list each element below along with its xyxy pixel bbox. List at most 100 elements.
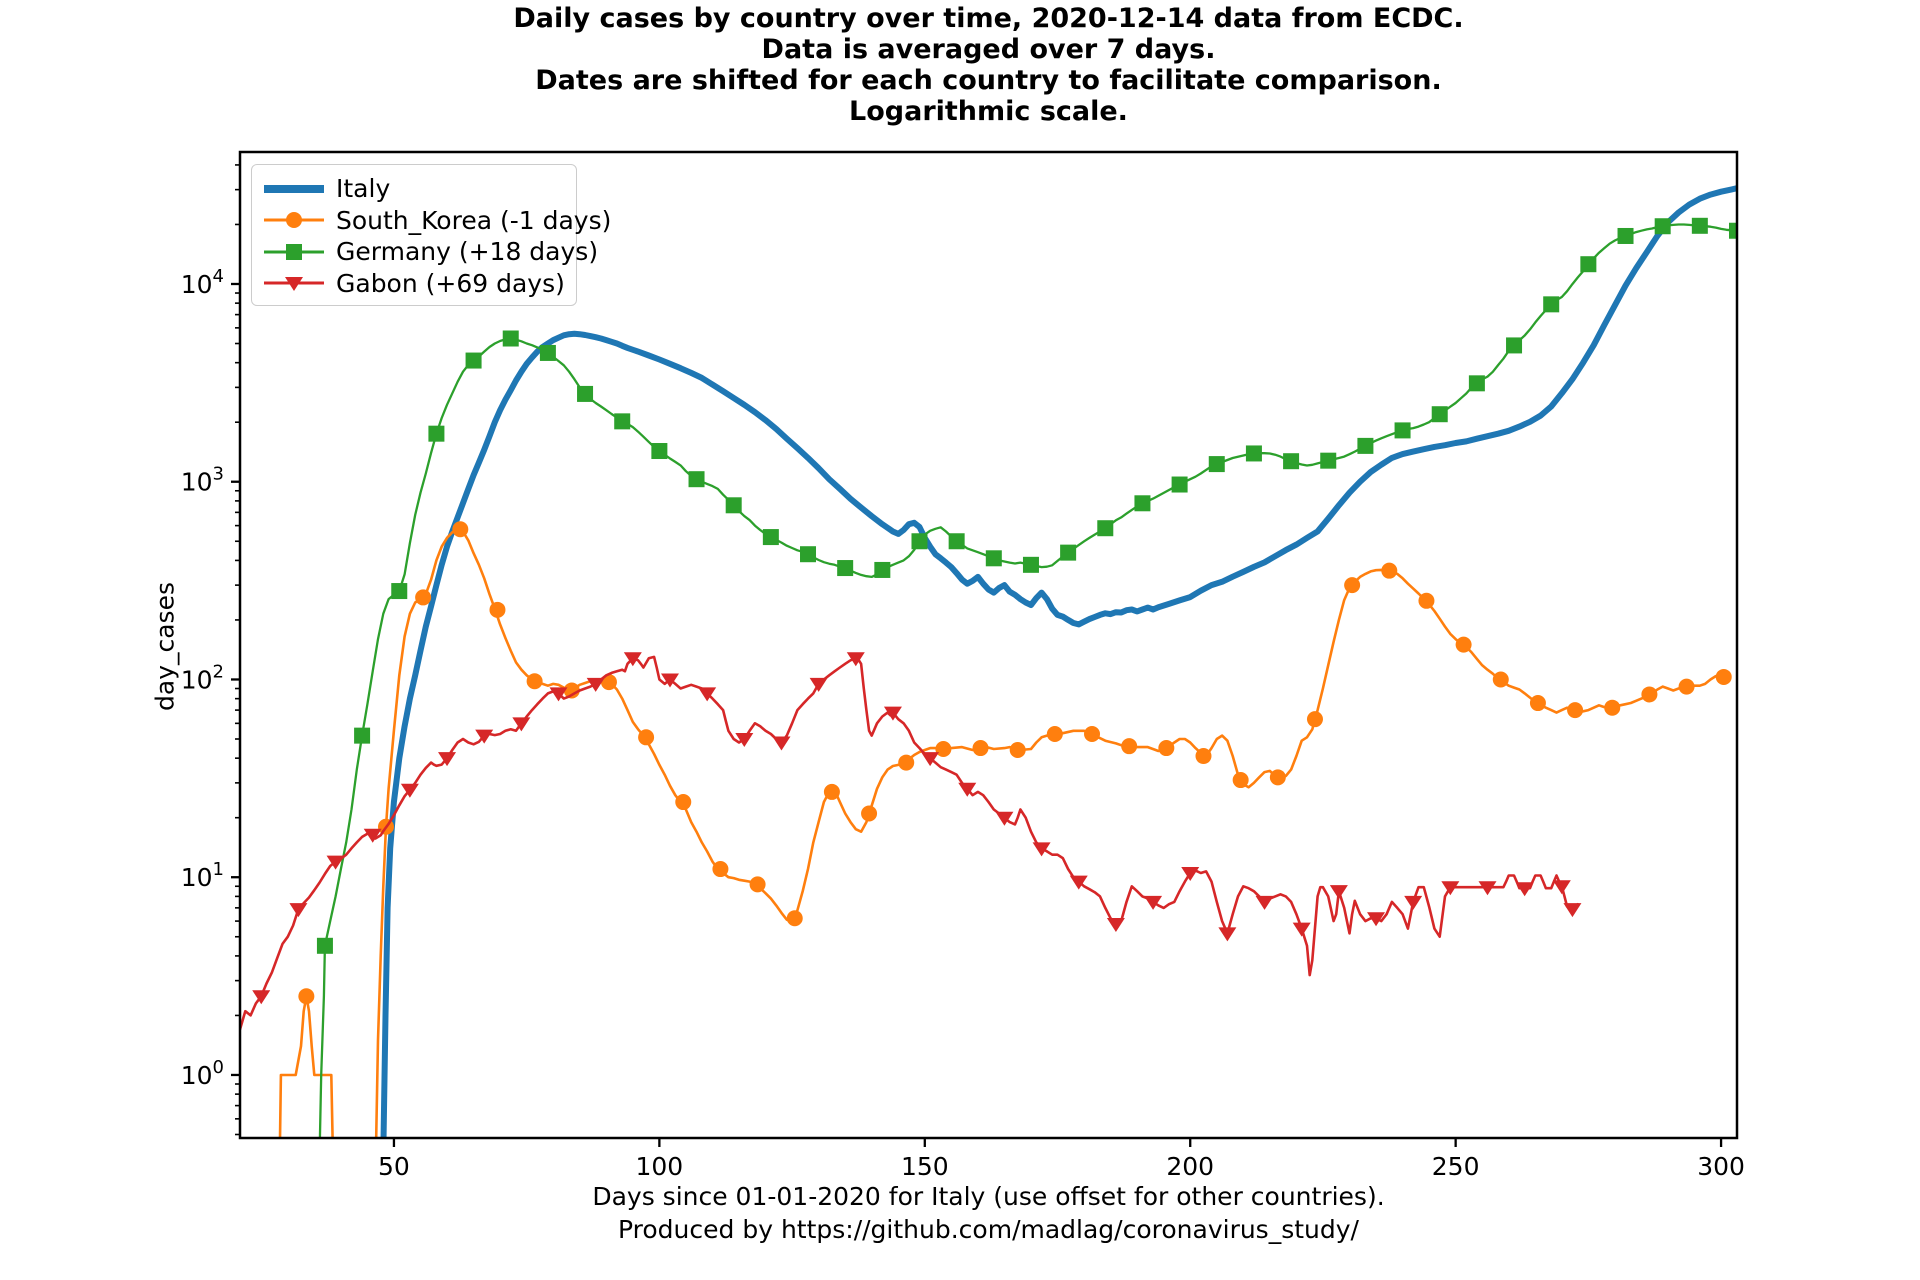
- data-point-marker: [475, 729, 494, 744]
- legend-swatch-italy: [264, 184, 324, 193]
- x-tick-label: 50: [378, 1152, 410, 1181]
- data-point-marker: [874, 561, 891, 578]
- data-point-marker: [438, 752, 457, 767]
- data-point-marker: [861, 805, 878, 822]
- data-point-marker: [502, 330, 519, 347]
- x-axis-label-block: Days since 01-01-2020 for Italy (use off…: [240, 1180, 1737, 1246]
- data-point-marker: [1245, 445, 1262, 462]
- data-point-marker: [1032, 842, 1051, 857]
- series-gabon: [240, 652, 1582, 1031]
- data-point-marker: [298, 988, 315, 1005]
- legend-label-italy: Italy: [336, 174, 391, 204]
- y-tick-label: 103: [181, 464, 224, 497]
- y-tick-label: 104: [181, 266, 224, 299]
- data-point-marker: [465, 352, 482, 369]
- data-point-marker: [735, 733, 754, 748]
- data-point-marker: [1134, 495, 1151, 512]
- x-tick-label: 100: [636, 1152, 684, 1181]
- data-point-marker: [749, 876, 766, 893]
- data-point-marker: [675, 794, 692, 811]
- data-point-marker: [1357, 437, 1374, 454]
- data-point-marker: [1009, 741, 1026, 758]
- data-point-marker: [948, 533, 965, 550]
- y-tick-label: 100: [181, 1057, 224, 1090]
- data-point-marker: [1431, 406, 1448, 423]
- data-point-marker: [1283, 453, 1300, 470]
- y-tick-label: 102: [181, 661, 224, 694]
- data-point-marker: [1691, 217, 1708, 234]
- data-point-marker: [1329, 885, 1348, 900]
- data-point-marker: [1394, 422, 1411, 439]
- data-point-marker: [428, 425, 445, 442]
- data-point-marker: [846, 652, 865, 667]
- data-point-marker: [586, 677, 605, 692]
- data-point-marker: [698, 687, 717, 702]
- series-line-italy: [380, 185, 1737, 1138]
- data-point-marker: [1543, 296, 1560, 313]
- data-point-marker: [600, 674, 617, 691]
- data-point-marker: [614, 413, 631, 430]
- data-point-marker: [289, 903, 308, 918]
- data-point-marker: [712, 861, 729, 878]
- chart-title-line-1: Daily cases by country over time, 2020-1…: [513, 3, 1464, 34]
- x-tick-label: 200: [1166, 1152, 1214, 1181]
- data-point-marker: [958, 782, 977, 797]
- data-point-marker: [1121, 738, 1138, 755]
- data-point-marker: [1232, 772, 1249, 789]
- legend-item-south-korea: South_Korea (-1 days): [262, 205, 611, 237]
- legend-label-germany: Germany (+18 days): [336, 237, 599, 267]
- chart-title-line-4: Logarithmic scale.: [849, 96, 1128, 127]
- data-point-marker: [837, 560, 854, 577]
- data-point-marker: [1563, 903, 1582, 918]
- data-point-marker: [1715, 668, 1732, 685]
- data-point-marker: [972, 740, 989, 757]
- data-point-marker: [1306, 711, 1323, 728]
- data-point-marker: [563, 682, 580, 699]
- series-line-south-korea: [374, 528, 1728, 1138]
- legend-item-gabon: Gabon (+69 days): [262, 268, 565, 300]
- data-point-marker: [316, 937, 333, 954]
- data-point-marker: [1069, 875, 1088, 890]
- data-point-marker: [452, 521, 469, 538]
- data-point-marker: [1441, 881, 1460, 896]
- data-point-marker: [1678, 678, 1695, 695]
- data-point-marker: [577, 385, 594, 402]
- legend-item-italy: Italy: [262, 173, 564, 205]
- x-axis-label: Days since 01-01-2020 for Italy (use off…: [592, 1182, 1385, 1211]
- data-point-marker: [1144, 895, 1163, 910]
- x-tick-label: 300: [1697, 1152, 1745, 1181]
- data-point-marker: [1292, 922, 1311, 937]
- data-point-marker: [286, 212, 302, 229]
- data-point-marker: [786, 910, 803, 927]
- data-point-marker: [1729, 222, 1737, 239]
- data-point-marker: [921, 752, 940, 767]
- data-point-marker: [539, 344, 556, 361]
- data-point-marker: [1506, 337, 1523, 354]
- data-point-marker: [1515, 882, 1534, 897]
- legend-swatch-gabon: [264, 277, 324, 292]
- data-point-marker: [1529, 695, 1546, 712]
- data-point-marker: [1060, 544, 1077, 561]
- data-point-marker: [1097, 520, 1114, 537]
- data-point-marker: [1604, 699, 1621, 716]
- data-point-marker: [363, 828, 382, 843]
- data-point-marker: [1255, 895, 1274, 910]
- data-point-marker: [935, 741, 952, 758]
- data-point-marker: [1552, 880, 1571, 895]
- legend-item-germany: Germany (+18 days): [262, 236, 598, 268]
- data-point-marker: [1218, 927, 1237, 942]
- data-point-marker: [772, 736, 791, 751]
- legend: Italy South_Korea (-1 days) Germany (+18 d…: [251, 164, 611, 306]
- data-point-marker: [762, 529, 779, 546]
- data-point-marker: [400, 783, 419, 798]
- data-point-marker: [883, 706, 902, 721]
- data-point-marker: [1195, 748, 1212, 765]
- data-point-marker: [1641, 686, 1658, 703]
- data-point-marker: [354, 727, 371, 744]
- data-point-marker: [1567, 702, 1584, 719]
- data-point-marker: [651, 443, 668, 460]
- data-point-marker: [911, 533, 928, 550]
- data-point-marker: [549, 687, 568, 702]
- data-point-marker: [623, 652, 642, 667]
